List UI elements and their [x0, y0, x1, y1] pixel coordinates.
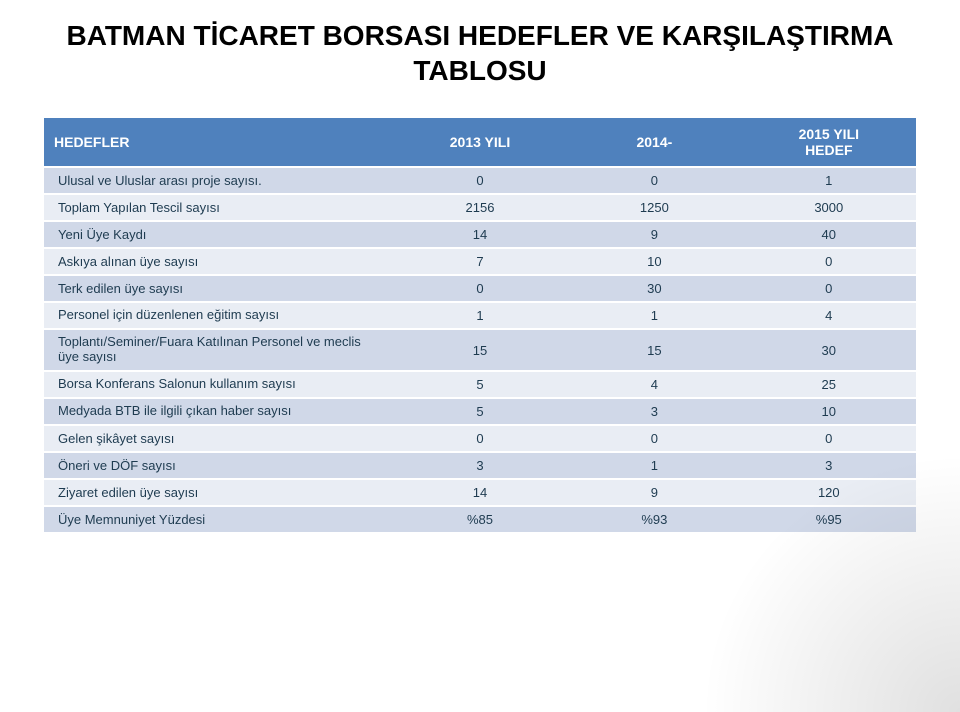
row-v2014: %93 — [567, 507, 741, 532]
row-v2013: 14 — [393, 480, 567, 505]
table-row: Yeni Üye Kaydı 14 9 40 — [44, 222, 916, 247]
row-v2013: 3 — [393, 453, 567, 478]
row-label: Ulusal ve Uluslar arası proje sayısı. — [44, 168, 393, 193]
col-header-2015: 2015 YILI HEDEF — [742, 118, 916, 166]
row-v2013: 0 — [393, 276, 567, 301]
row-v2014: 1 — [567, 453, 741, 478]
row-label: Askıya alınan üye sayısı — [44, 249, 393, 274]
table-row: Medyada BTB ile ilgili çıkan haber sayıs… — [44, 399, 916, 424]
row-label: Medyada BTB ile ilgili çıkan haber sayıs… — [44, 399, 393, 424]
row-label: Terk edilen üye sayısı — [44, 276, 393, 301]
table-row: Terk edilen üye sayısı 0 30 0 — [44, 276, 916, 301]
table-header-row: HEDEFLER 2013 YILI 2014- 2015 YILI HEDEF — [44, 118, 916, 166]
row-v2013: 1 — [393, 303, 567, 328]
row-v2013: %85 — [393, 507, 567, 532]
row-v2015: 0 — [742, 426, 916, 451]
row-label: Ziyaret edilen üye sayısı — [44, 480, 393, 505]
row-label: Üye Memnuniyet Yüzdesi — [44, 507, 393, 532]
table-row: Borsa Konferans Salonun kullanım sayısı … — [44, 372, 916, 397]
row-v2013: 0 — [393, 168, 567, 193]
row-v2015: 10 — [742, 399, 916, 424]
col-header-2015-l1: 2015 YILI — [799, 126, 859, 142]
row-v2015: 1 — [742, 168, 916, 193]
table-row: Öneri ve DÖF sayısı 3 1 3 — [44, 453, 916, 478]
table-container: HEDEFLER 2013 YILI 2014- 2015 YILI HEDEF… — [0, 92, 960, 534]
title-line-1: BATMAN TİCARET BORSASI HEDEFLER VE KARŞI… — [66, 20, 893, 51]
row-v2014: 15 — [567, 330, 741, 370]
row-v2015: 0 — [742, 249, 916, 274]
row-label: Personel için düzenlenen eğitim sayısı — [44, 303, 393, 328]
row-label: Yeni Üye Kaydı — [44, 222, 393, 247]
row-v2014: 1250 — [567, 195, 741, 220]
table-row: Gelen şikâyet sayısı 0 0 0 — [44, 426, 916, 451]
table-row: Toplam Yapılan Tescil sayısı 2156 1250 3… — [44, 195, 916, 220]
row-label: Toplam Yapılan Tescil sayısı — [44, 195, 393, 220]
row-v2015: 3000 — [742, 195, 916, 220]
title-line-2: TABLOSU — [413, 55, 546, 86]
row-v2013: 14 — [393, 222, 567, 247]
table-row: Toplantı/Seminer/Fuara Katılınan Persone… — [44, 330, 916, 370]
table-row: Ulusal ve Uluslar arası proje sayısı. 0 … — [44, 168, 916, 193]
row-v2014: 4 — [567, 372, 741, 397]
row-v2013: 15 — [393, 330, 567, 370]
row-v2015: 3 — [742, 453, 916, 478]
row-v2014: 1 — [567, 303, 741, 328]
row-v2014: 9 — [567, 222, 741, 247]
col-header-label: HEDEFLER — [44, 118, 393, 166]
row-v2014: 10 — [567, 249, 741, 274]
row-v2013: 7 — [393, 249, 567, 274]
page-title: BATMAN TİCARET BORSASI HEDEFLER VE KARŞI… — [0, 0, 960, 92]
row-v2015: 30 — [742, 330, 916, 370]
table-row: Ziyaret edilen üye sayısı 14 9 120 — [44, 480, 916, 505]
row-v2015: 40 — [742, 222, 916, 247]
row-label: Öneri ve DÖF sayısı — [44, 453, 393, 478]
row-label: Borsa Konferans Salonun kullanım sayısı — [44, 372, 393, 397]
row-v2013: 0 — [393, 426, 567, 451]
row-v2015: %95 — [742, 507, 916, 532]
row-v2014: 0 — [567, 168, 741, 193]
row-label: Gelen şikâyet sayısı — [44, 426, 393, 451]
row-v2015: 0 — [742, 276, 916, 301]
col-header-2015-l2: HEDEF — [805, 142, 852, 158]
row-v2014: 30 — [567, 276, 741, 301]
table-row: Askıya alınan üye sayısı 7 10 0 — [44, 249, 916, 274]
row-v2013: 5 — [393, 399, 567, 424]
row-v2013: 5 — [393, 372, 567, 397]
row-v2015: 4 — [742, 303, 916, 328]
table-body: Ulusal ve Uluslar arası proje sayısı. 0 … — [44, 168, 916, 532]
row-v2014: 0 — [567, 426, 741, 451]
table-row: Personel için düzenlenen eğitim sayısı 1… — [44, 303, 916, 328]
row-v2014: 9 — [567, 480, 741, 505]
row-v2013: 2156 — [393, 195, 567, 220]
row-v2015: 120 — [742, 480, 916, 505]
targets-table: HEDEFLER 2013 YILI 2014- 2015 YILI HEDEF… — [44, 116, 916, 534]
row-v2014: 3 — [567, 399, 741, 424]
col-header-2013: 2013 YILI — [393, 118, 567, 166]
table-row: Üye Memnuniyet Yüzdesi %85 %93 %95 — [44, 507, 916, 532]
col-header-2014: 2014- — [567, 118, 741, 166]
row-v2015: 25 — [742, 372, 916, 397]
row-label: Toplantı/Seminer/Fuara Katılınan Persone… — [44, 330, 393, 370]
